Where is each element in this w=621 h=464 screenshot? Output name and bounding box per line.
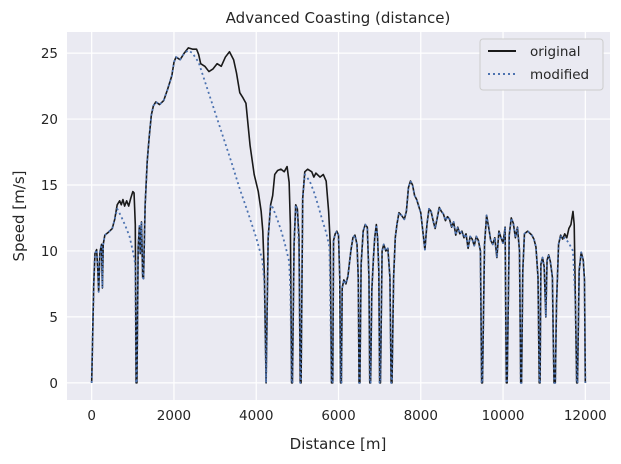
y-axis-label: Speed [m/s] [10,171,28,262]
x-tick-label: 4000 [239,408,273,424]
y-tick-label: 25 [41,46,58,62]
legend-label-original: original [530,44,580,60]
tick-labels: 0 2000 4000 6000 8000 10000 12000 0 5 10 15 20 25 [41,46,607,424]
x-tick-label: 6000 [321,408,355,424]
series-line-modified [90,49,587,384]
y-tick-label: 0 [49,376,58,392]
y-tick-label: 10 [41,244,58,260]
x-tick-label: 10000 [482,408,525,424]
chart-title: Advanced Coasting (distance) [226,9,451,27]
x-tick-label: 12000 [564,408,607,424]
y-tick-label: 20 [41,112,58,128]
series-lines [90,47,587,384]
x-tick-label: 2000 [157,408,191,424]
x-tick-label: 8000 [404,408,438,424]
legend: original modified [479,38,604,91]
x-tick-label: 0 [87,408,96,424]
x-axis-label: Distance [m] [290,435,387,453]
legend-label-modified: modified [530,67,589,83]
y-tick-label: 15 [41,178,58,194]
y-tick-label: 5 [49,310,58,326]
